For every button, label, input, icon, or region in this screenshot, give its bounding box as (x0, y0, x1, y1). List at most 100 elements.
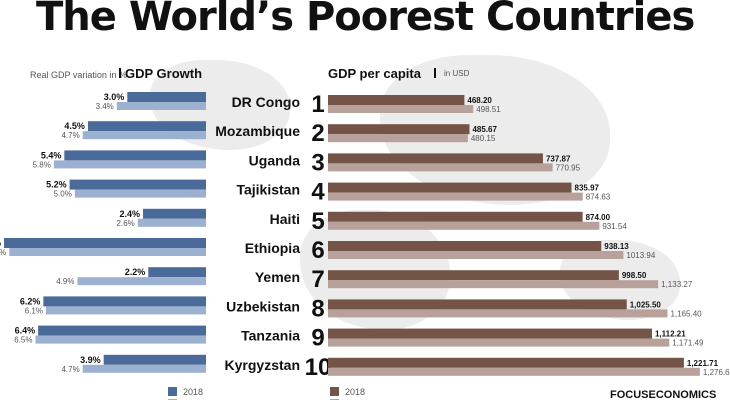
growth-label-2018: 6.2% (20, 296, 41, 306)
gdp-heading-marker (434, 68, 436, 78)
gdp-label-2018: 737.87 (546, 154, 571, 163)
growth-label-2018: 4.5% (64, 121, 85, 131)
growth-bar-2019 (53, 160, 207, 169)
rank-number: 6 (311, 237, 324, 264)
growth-label-2018: 6.4% (15, 326, 36, 336)
growth-label-2019: 5.8% (33, 160, 51, 169)
rank-number: 2 (311, 120, 324, 147)
growth-subtitle: Real GDP variation in % (30, 70, 127, 80)
country-name: Yemen (255, 269, 300, 285)
growth-label-2019: 6.5% (14, 336, 32, 345)
gdp-label-2019: 1,165.40 (670, 309, 702, 318)
gdp-bar-2018 (328, 211, 583, 222)
country-name: Mozambique (215, 123, 300, 139)
rank-number: 4 (311, 179, 325, 206)
growth-heading-marker (119, 68, 121, 78)
gdp-label-2019: 498.51 (476, 105, 501, 114)
gdp-label-2019: 1,276.67 (703, 368, 730, 377)
gdp-bar-2019 (328, 105, 474, 113)
page-title: The World’s Poorest Countries (36, 0, 695, 40)
legend-swatch-2018 (168, 387, 177, 396)
growth-bar-2019 (116, 102, 206, 110)
gdp-label-2019: 931.54 (602, 222, 627, 231)
gdp-label-2019: 874.63 (586, 193, 611, 202)
rank-number: 7 (311, 266, 324, 293)
growth-label-2019: 5.0% (54, 190, 72, 199)
rank-number: 9 (311, 325, 324, 352)
growth-chart: 3.0%3.4% 4.5% 4.7% 5.4%5.8% 5.2%5.0% 2.4%2.6%… (0, 92, 207, 374)
gdp-label-2018: 1,112.21 (655, 330, 686, 339)
growth-bar-2019 (35, 335, 207, 344)
growth-label-2018: 3.9% (80, 355, 101, 365)
growth-bar-2018 (38, 325, 206, 336)
gdp-label-2018: 874.00 (586, 213, 611, 222)
growth-bar-2018 (69, 179, 207, 190)
gdp-bar-2018 (328, 153, 543, 164)
growth-label-2018: 5.2% (46, 180, 67, 190)
rank-number: 3 (311, 149, 324, 176)
growth-label-2019: 6.1% (25, 306, 43, 315)
gdp-label-2018: 998.50 (622, 271, 647, 280)
gdp-label-2019: 1013.94 (626, 251, 655, 260)
rank-number: 1 (311, 91, 324, 118)
growth-bar-2018 (143, 208, 206, 219)
growth-label-2018: 2.4% (120, 209, 141, 219)
gdp-bar-2019 (328, 192, 583, 201)
growth-bar-2019 (82, 131, 206, 140)
gdp-bar-2018 (328, 95, 465, 105)
legend-label-2018: 2018 (183, 387, 203, 397)
growth-label-2019: 2.6% (117, 219, 135, 228)
growth-label-2019: 7.5% (0, 248, 6, 257)
country-name: Tajikistan (236, 182, 300, 198)
growth-bar-2018 (4, 238, 206, 248)
gdp-label-2019: 1,133.27 (661, 280, 693, 289)
gdp-label-2018: 1,025.50 (630, 300, 662, 309)
gdp-heading: GDP per capita (328, 66, 422, 81)
gdp-label-2019: 480.15 (471, 134, 496, 143)
growth-label-2019: 4.9% (56, 277, 74, 286)
gdp-bar-2019 (328, 280, 659, 289)
growth-bar-2018 (43, 296, 207, 307)
gdp-bar-2019 (328, 163, 553, 172)
country-name: Kyrgyzstan (225, 357, 300, 373)
growth-bar-2019 (82, 364, 206, 373)
growth-bar-2018 (87, 121, 206, 132)
gdp-bar-2019 (328, 221, 600, 230)
growth-legend: 2018 2019 (168, 387, 203, 400)
gdp-chart: DR Congo 1 Mozambique 2 Uganda 3 Tajikistan 4 Ha… (215, 91, 730, 381)
growth-bar-2019 (45, 306, 206, 315)
growth-bar-2019 (137, 218, 206, 227)
gdp-label-2019: 1,171.49 (672, 339, 704, 348)
country-name: Tanzania (241, 328, 300, 344)
gdp-bar-2018 (328, 241, 602, 251)
growth-label-2018: 3.0% (104, 92, 125, 102)
growth-bar-2019 (77, 277, 206, 286)
growth-label-2019: 3.4% (96, 102, 114, 111)
gdp-bar-2018 (328, 270, 619, 281)
gdp-legend: 2018 2019 (330, 387, 365, 400)
growth-bar-2019 (9, 248, 207, 256)
legend-swatch-2018 (330, 387, 339, 396)
gdp-label-2018: 835.97 (575, 184, 600, 193)
growth-label-2018: 5.4% (41, 150, 62, 160)
gdp-bar-2019 (328, 338, 670, 347)
growth-bar-2019 (74, 189, 206, 198)
growth-label-2019: 4.7% (61, 365, 79, 374)
gdp-label-2018: 938.13 (604, 242, 629, 251)
gdp-bar-2018 (328, 299, 627, 310)
growth-bar-2018 (103, 354, 206, 365)
country-name: Ethiopia (245, 240, 300, 256)
gdp-bar-2018 (328, 124, 470, 135)
rank-number: 5 (311, 208, 324, 235)
growth-bar-2018 (64, 150, 206, 161)
growth-label-2018: 7.7% (0, 238, 1, 248)
gdp-bar-2019 (328, 309, 668, 318)
country-name: Uzbekistan (226, 298, 300, 314)
growth-label-2018: 2.2% (125, 267, 146, 277)
growth-heading: GDP Growth (125, 66, 202, 81)
gdp-unit: in USD (444, 69, 470, 78)
brand-logo: FOCUSECONOMICS (610, 389, 716, 400)
gdp-bar-2018 (328, 357, 684, 368)
growth-bar-2018 (127, 92, 206, 102)
